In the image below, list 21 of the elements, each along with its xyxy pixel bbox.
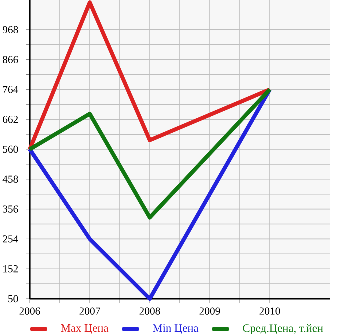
line-series (28, 88, 272, 220)
y-tick-label: 152 (4, 266, 18, 273)
x-tick-label: 2010 (260, 308, 280, 315)
line-series (28, 88, 272, 301)
y-tick-label: 662 (3, 116, 18, 124)
y-tick-label: 50 (8, 295, 18, 303)
x-tick-label: 2007 (80, 308, 100, 315)
legend-label: Max Цена (61, 324, 109, 334)
legend-label: Min Цена (153, 324, 199, 334)
x-tick-label: 2008 (140, 308, 160, 315)
y-tick-label: 254 (3, 236, 18, 243)
y-tick-label: 968 (2, 26, 18, 34)
line-series (28, 0, 272, 152)
legend-label: Сред.Цена, т.йен (243, 324, 324, 335)
y-tick-label: 764 (3, 86, 18, 94)
y-tick-label: 560 (3, 146, 18, 154)
y-tick-label: 458 (2, 176, 18, 183)
x-tick-label: 2009 (200, 308, 220, 315)
y-tick-label: 356 (3, 206, 18, 213)
y-tick-label: 866 (3, 56, 18, 64)
x-tick-label: 2006 (20, 308, 40, 315)
